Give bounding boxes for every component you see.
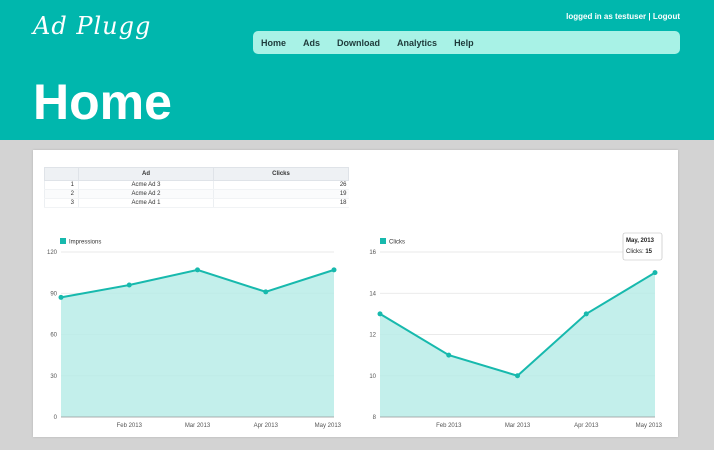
row-ad-name: Acme Ad 3 [78,180,214,190]
y-tick-label: 30 [50,374,57,380]
user-status-text: logged in as testuser [566,12,647,21]
y-tick-label: 120 [47,250,58,256]
tooltip-title: May, 2013 [626,238,655,244]
y-tick-label: 8 [373,415,377,421]
y-tick-label: 0 [54,415,58,421]
tooltip-label: Clicks: 15 [626,249,653,255]
main-nav: Home Ads Download Analytics Help [253,31,680,54]
data-point [515,373,520,379]
row-index: 1 [44,180,79,190]
tooltip-value: 15 [645,249,652,255]
x-tick-label: Apr 2013 [574,423,599,429]
legend-label: Impressions [69,240,101,246]
nav-item-home[interactable]: Home [261,37,287,48]
dashboard-panel: Ad Clicks 1 Acme Ad 3 26 2 Acme Ad 2 19 … [33,150,678,437]
nav-item-analytics[interactable]: Analytics [397,37,438,48]
series-area [61,269,334,417]
app-logo[interactable]: Ad Plugg [33,12,152,40]
x-tick-label: Feb 2013 [117,423,143,429]
chart-tooltip: May, 2013 Clicks: 15 [622,232,663,261]
legend-swatch [380,238,386,244]
ads-clicks-table: Ad Clicks 1 Acme Ad 3 26 2 Acme Ad 2 19 … [44,167,349,208]
row-clicks: 18 [213,198,349,208]
x-tick-label: May 2013 [315,423,342,429]
x-tick-label: Mar 2013 [505,423,531,429]
data-point [126,282,132,288]
y-tick-label: 16 [369,250,376,256]
impressions-chart[interactable]: 0 30 60 90 120 Feb 2013 Mar 2013 Apr 2013 May 20… [33,232,353,437]
header: Ad Plugg logged in as testuser | Logout … [0,0,714,140]
data-point [195,267,200,273]
y-tick-label: 60 [50,333,57,339]
row-ad-name: Acme Ad 2 [78,189,214,199]
data-point [377,311,383,317]
data-point [583,311,589,317]
legend-label: Clicks [389,240,405,246]
y-tick-label: 12 [369,333,376,339]
nav-item-help[interactable]: Help [454,37,474,48]
data-point [58,294,64,300]
row-clicks: 19 [213,189,349,199]
data-point [446,352,452,358]
data-point [263,289,269,295]
row-clicks: 26 [213,180,349,190]
table-row[interactable]: 2 Acme Ad 2 19 [44,189,349,199]
row-index: 3 [44,198,79,208]
y-tick-label: 14 [369,291,376,297]
table-header-ad[interactable]: Ad [78,167,214,181]
series-area [380,272,655,417]
x-tick-label: Apr 2013 [254,423,279,429]
x-tick-label: Feb 2013 [436,423,462,429]
nav-item-ads[interactable]: Ads [303,37,321,48]
x-tick-label: Mar 2013 [185,423,211,429]
tooltip-box [622,232,663,261]
legend-swatch [60,238,66,244]
table-header-clicks[interactable]: Clicks [213,167,349,181]
table-row[interactable]: 3 Acme Ad 1 18 [44,198,349,208]
row-ad-name: Acme Ad 1 [78,198,214,208]
user-status-separator: | [648,12,651,21]
y-tick-label: 90 [50,291,57,297]
x-tick-label: May 2013 [636,423,663,429]
nav-item-download[interactable]: Download [337,37,381,48]
table-row[interactable]: 1 Acme Ad 3 26 [44,180,349,190]
y-tick-label: 10 [369,374,376,380]
clicks-chart[interactable]: 8 10 12 14 16 Feb 2013 Mar 2013 Apr 2013 May 201… [353,232,678,437]
logout-link[interactable]: Logout [652,12,680,21]
row-index: 2 [44,189,79,199]
table-header-row: Ad Clicks [44,167,349,181]
data-point [331,267,337,273]
user-status-bar: logged in as testuser | Logout [566,12,680,21]
table-header-index[interactable] [44,167,79,181]
page-title: Home [33,74,172,130]
data-point [652,270,658,276]
